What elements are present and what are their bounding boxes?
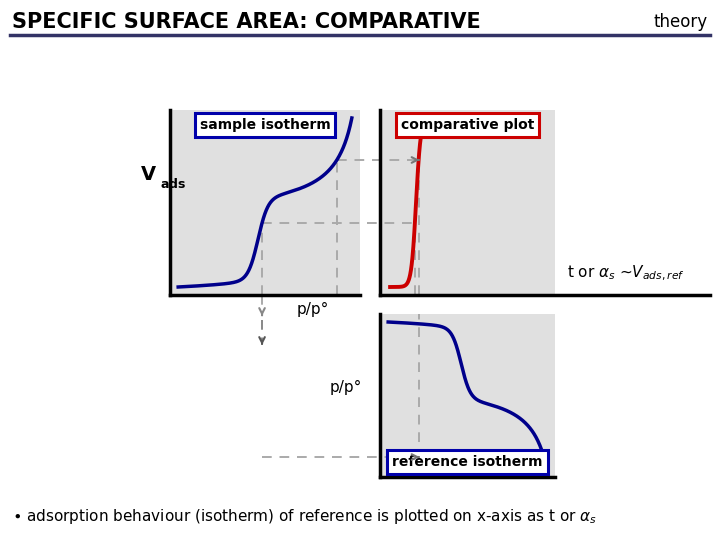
Text: $\bullet$ adsorption behaviour (isotherm) of reference is plotted on x-axis as t: $\bullet$ adsorption behaviour (isotherm…: [12, 507, 597, 525]
Text: p/p°: p/p°: [297, 301, 329, 316]
Text: reference isotherm: reference isotherm: [392, 455, 543, 469]
Bar: [380, 314, 555, 477]
Bar: [170, 110, 360, 295]
Text: $\mathbf{V}$: $\mathbf{V}$: [140, 165, 156, 184]
Text: $\mathbf{ads}$: $\mathbf{ads}$: [160, 177, 186, 191]
Bar: [380, 110, 555, 295]
Text: t or $\alpha_s$ ~$V_{ads, ref}$: t or $\alpha_s$ ~$V_{ads, ref}$: [567, 264, 685, 283]
Text: p/p°: p/p°: [330, 380, 362, 395]
Text: sample isotherm: sample isotherm: [199, 118, 330, 132]
Text: SPECIFIC SURFACE AREA: COMPARATIVE: SPECIFIC SURFACE AREA: COMPARATIVE: [12, 12, 481, 32]
Text: comparative plot: comparative plot: [401, 118, 534, 132]
Text: theory: theory: [654, 13, 708, 31]
